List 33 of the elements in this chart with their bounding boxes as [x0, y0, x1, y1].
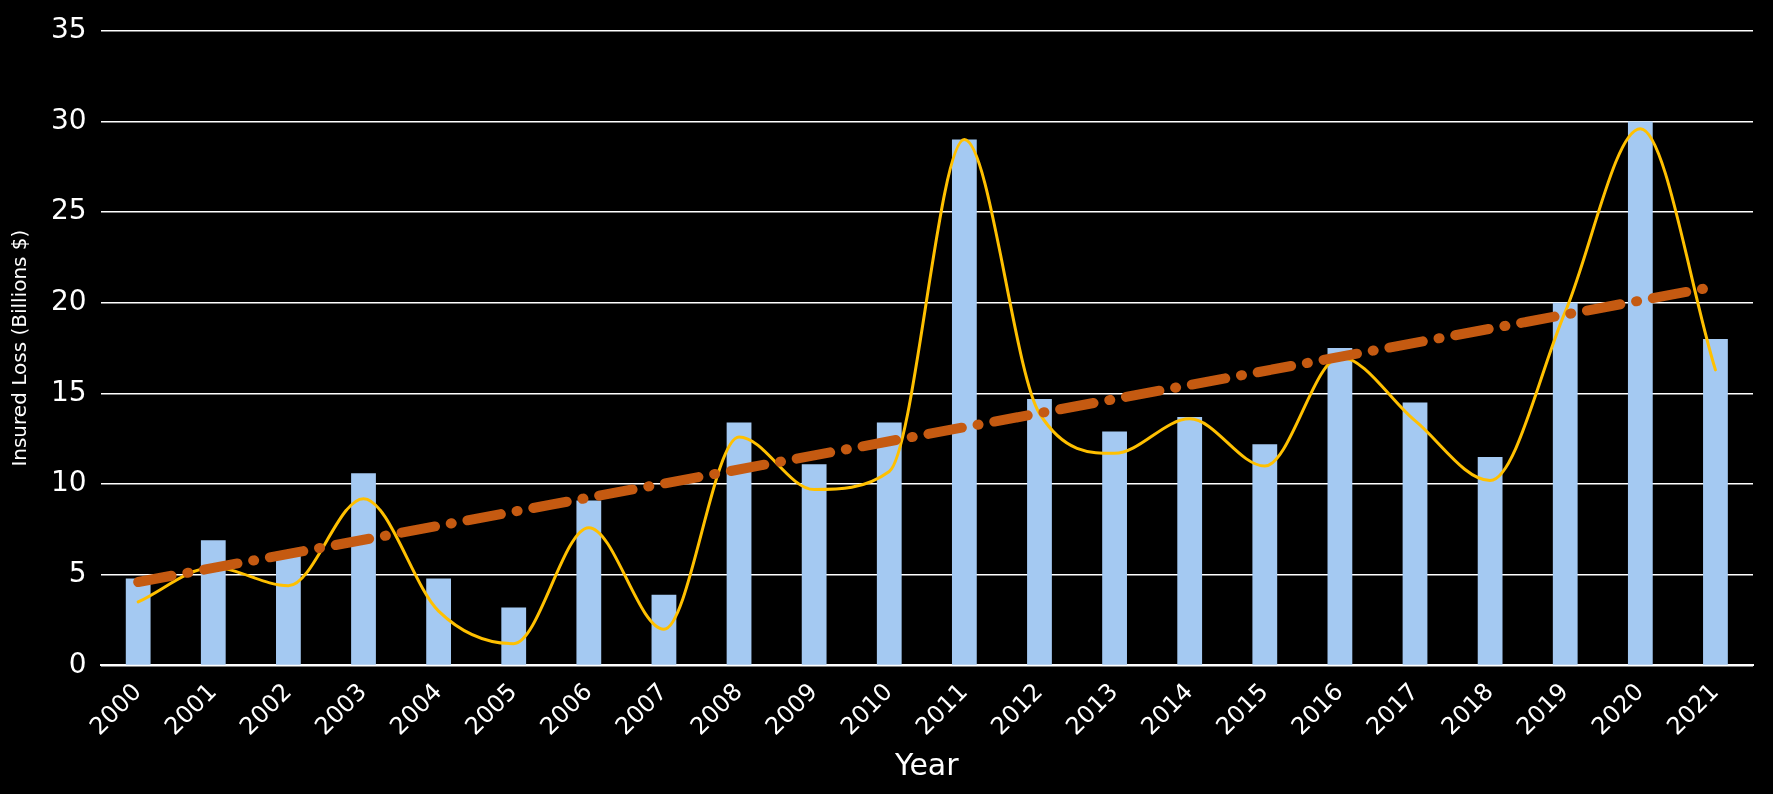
line-series	[136, 127, 1717, 646]
bar	[200, 540, 226, 665]
y-tick-label: 10	[50, 465, 87, 499]
y-tick-label: 15	[50, 374, 87, 408]
y-tick-label: 35	[50, 12, 87, 46]
bar	[125, 578, 151, 665]
y-tick-label: 30	[50, 102, 87, 136]
bar	[1477, 456, 1503, 665]
bar	[726, 422, 752, 665]
bar	[951, 139, 977, 665]
x-axis-title: Year	[894, 746, 960, 782]
y-axis-title: Insured Loss (Billions $)	[7, 229, 32, 467]
y-tick-label: 5	[68, 556, 87, 590]
bar	[1402, 402, 1428, 665]
bar	[1102, 431, 1127, 665]
y-tick-label: 20	[50, 284, 87, 318]
bar	[801, 464, 827, 665]
bar	[351, 473, 376, 665]
bar	[876, 422, 902, 665]
bar	[651, 594, 677, 665]
bar	[1327, 348, 1353, 665]
bar	[1027, 398, 1052, 665]
bar	[576, 500, 602, 665]
bar	[1703, 339, 1728, 665]
bar	[1552, 302, 1578, 665]
bar	[426, 578, 452, 665]
bar	[1627, 121, 1653, 665]
bar	[1252, 444, 1278, 665]
y-tick-label: 0	[68, 646, 87, 680]
bar	[1177, 417, 1203, 665]
bar	[501, 607, 527, 665]
bar	[276, 554, 301, 665]
y-tick-label: 25	[50, 193, 87, 227]
